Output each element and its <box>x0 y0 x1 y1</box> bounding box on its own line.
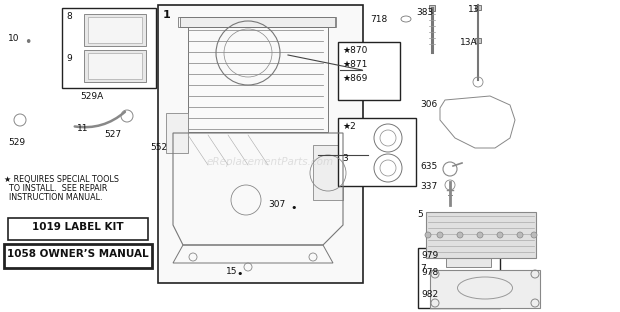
Text: 3: 3 <box>342 154 348 163</box>
Text: •: • <box>290 203 296 213</box>
Text: 979: 979 <box>421 251 438 260</box>
Circle shape <box>457 232 463 238</box>
Bar <box>430 270 540 308</box>
Text: 552: 552 <box>150 143 167 152</box>
Circle shape <box>517 232 523 238</box>
Text: 529: 529 <box>8 138 25 147</box>
Text: •: • <box>236 269 242 279</box>
Text: ★870: ★870 <box>342 46 368 55</box>
Circle shape <box>497 232 503 238</box>
Text: 383: 383 <box>416 8 433 17</box>
Bar <box>180 17 335 27</box>
Text: eReplacementParts.com: eReplacementParts.com <box>206 157 334 167</box>
Bar <box>446 270 491 286</box>
Text: ★871: ★871 <box>342 60 368 69</box>
Bar <box>88 17 142 43</box>
Bar <box>4 244 152 268</box>
Bar <box>475 5 481 10</box>
Text: 13: 13 <box>468 5 479 14</box>
Text: ★2: ★2 <box>342 122 356 131</box>
Bar <box>313 145 343 200</box>
Circle shape <box>425 232 431 238</box>
Text: 9: 9 <box>66 54 72 63</box>
Bar <box>166 113 188 153</box>
Bar <box>418 248 500 308</box>
Text: 529A: 529A <box>80 92 104 101</box>
Text: 1019 LABEL KIT: 1019 LABEL KIT <box>32 222 124 232</box>
Text: •: • <box>24 36 32 49</box>
Bar <box>84 14 146 46</box>
Bar <box>188 27 328 132</box>
Text: 5: 5 <box>417 210 423 219</box>
Text: 982: 982 <box>421 290 438 299</box>
Bar <box>158 5 363 283</box>
Bar <box>426 212 536 258</box>
Text: 978: 978 <box>421 268 438 277</box>
Text: 13A: 13A <box>460 38 477 47</box>
Text: INSTRUCTION MANUAL.: INSTRUCTION MANUAL. <box>4 193 102 202</box>
Bar <box>475 38 481 43</box>
Text: 337: 337 <box>420 182 437 191</box>
Text: 7: 7 <box>420 264 426 273</box>
Text: 527: 527 <box>104 130 121 139</box>
Text: ★ REQUIRES SPECIAL TOOLS: ★ REQUIRES SPECIAL TOOLS <box>4 175 119 184</box>
Text: 8: 8 <box>66 12 72 21</box>
Bar <box>446 251 491 267</box>
Text: 635: 635 <box>420 162 437 171</box>
Text: 1058 OWNER’S MANUAL: 1058 OWNER’S MANUAL <box>7 249 149 259</box>
Circle shape <box>531 232 537 238</box>
Bar <box>338 118 416 186</box>
Circle shape <box>477 232 483 238</box>
Text: 306: 306 <box>420 100 437 109</box>
Text: 718: 718 <box>370 15 388 24</box>
Text: TO INSTALL.  SEE REPAIR: TO INSTALL. SEE REPAIR <box>4 184 107 193</box>
Text: 10: 10 <box>8 34 19 43</box>
Text: 11: 11 <box>77 124 89 133</box>
Bar <box>84 50 146 82</box>
Circle shape <box>437 232 443 238</box>
Bar <box>429 5 435 11</box>
Bar <box>88 53 142 79</box>
Bar <box>338 42 400 100</box>
Text: 15: 15 <box>226 267 237 276</box>
Bar <box>8 218 148 240</box>
Bar <box>62 8 156 88</box>
Text: ★869: ★869 <box>342 74 368 83</box>
Text: 1: 1 <box>163 10 170 20</box>
Text: 307: 307 <box>268 200 285 209</box>
